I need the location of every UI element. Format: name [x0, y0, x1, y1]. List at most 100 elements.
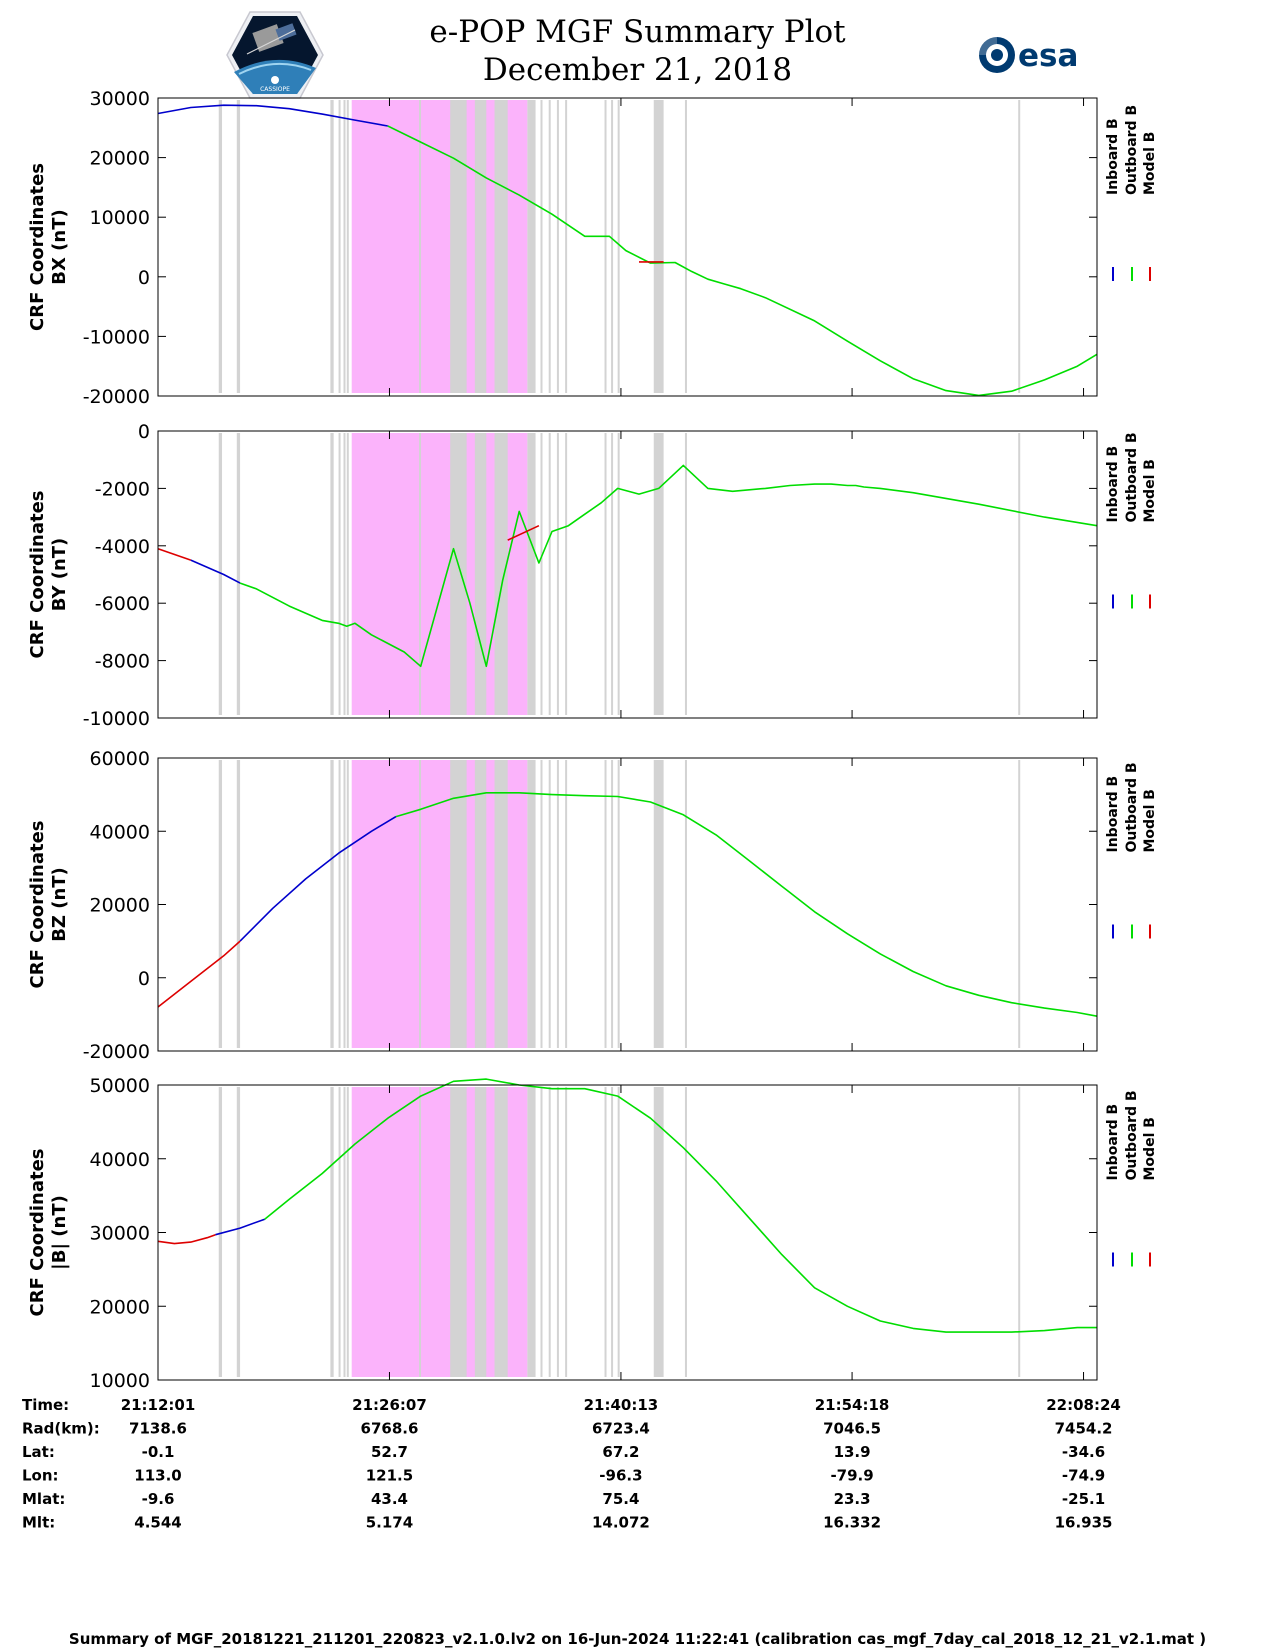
- gray-region: [419, 100, 422, 393]
- y-axis-label-line: CRF Coordinates: [27, 491, 48, 659]
- gray-region: [338, 433, 341, 715]
- ephemeris-value: -34.6: [1062, 1443, 1105, 1461]
- gray-region: [236, 433, 241, 715]
- ephemeris-row-label: Rad(km):: [22, 1420, 100, 1438]
- ephemeris-value: 21:26:07: [352, 1396, 427, 1414]
- y-tick-label: 20000: [90, 148, 150, 170]
- series-line-model-b: [157, 940, 241, 1008]
- series-line-model-b: [157, 547, 192, 561]
- legend-label: Inboard B: [1105, 446, 1121, 523]
- ephemeris-value: 75.4: [602, 1490, 639, 1508]
- gray-region: [338, 760, 341, 1048]
- gray-region: [540, 760, 543, 1048]
- gray-region: [450, 100, 467, 393]
- gray-region: [684, 100, 687, 393]
- series-line-model-b: [157, 1233, 216, 1245]
- plot-frame: [157, 97, 1098, 397]
- legend-label: Outboard B: [1124, 432, 1140, 522]
- legend: Inboard B Outboard B Model B: [1105, 105, 1158, 281]
- ephemeris-row-label: Mlat:: [22, 1490, 65, 1508]
- y-axis-label: CRF CoordinatesBY (nT): [27, 491, 70, 659]
- legend-label: Inboard B: [1105, 1104, 1121, 1181]
- gray-region: [330, 760, 334, 1048]
- gray-region: [450, 433, 467, 715]
- gray-region: [419, 760, 422, 1048]
- chart-panel-2: 0 -2000 -4000 -6000 -8000 -10000 CRF Coordinat…: [27, 421, 1158, 730]
- esa-logo: esa: [979, 37, 1078, 74]
- gray-region: [556, 100, 559, 393]
- gray-region: [611, 1087, 614, 1377]
- gray-region: [494, 100, 508, 393]
- gray-region: [617, 100, 620, 393]
- gray-region: [527, 760, 536, 1048]
- series-line-outboard-b: [239, 464, 1098, 668]
- gray-region: [218, 760, 223, 1048]
- chart-panel-1: 30000 20000 10000 0 -10000 -20000 CRF Coordina…: [27, 88, 1158, 408]
- ephemeris-value: -96.3: [599, 1467, 642, 1485]
- gray-region: [338, 100, 341, 393]
- gray-region: [684, 433, 687, 715]
- gray-region: [617, 1087, 620, 1377]
- epop-logo-text: CASSIOPE: [260, 86, 290, 93]
- ephemeris-value: 5.174: [366, 1514, 413, 1532]
- gray-region: [1018, 760, 1021, 1048]
- y-tick-label: 20000: [90, 895, 150, 917]
- y-axis-label-line: CRF Coordinates: [27, 163, 48, 331]
- gray-region: [565, 433, 568, 715]
- gray-region: [653, 100, 664, 393]
- gray-region: [1018, 100, 1021, 393]
- y-axis-label: CRF CoordinatesBZ (nT): [27, 821, 70, 989]
- legend-label: Model B: [1142, 1117, 1158, 1180]
- gray-region: [343, 1087, 346, 1377]
- gray-region: [474, 100, 487, 393]
- ephemeris-row-label: Time:: [22, 1396, 69, 1414]
- ephemeris-value: 21:40:13: [584, 1396, 659, 1414]
- gray-region: [527, 1087, 536, 1377]
- ephemeris-value: 7454.2: [1055, 1420, 1113, 1438]
- y-tick-label: 30000: [90, 88, 150, 110]
- y-tick-label: -6000: [95, 593, 150, 615]
- gray-region: [338, 1087, 341, 1377]
- ephemeris-value: 21:54:18: [815, 1396, 890, 1414]
- legend-label: Outboard B: [1124, 762, 1140, 852]
- ephemeris-value: 113.0: [134, 1467, 181, 1485]
- gray-region: [236, 1087, 241, 1377]
- ephemeris-value: 22:08:24: [1046, 1396, 1121, 1414]
- gray-region: [1018, 1087, 1021, 1377]
- y-tick-label: 0: [138, 267, 150, 289]
- series-line-outboard-b: [264, 1078, 1097, 1333]
- series-line-inboard-b: [239, 815, 397, 942]
- legend: Inboard B Outboard B Model B: [1105, 762, 1158, 939]
- footer-caption: Summary of MGF_20181221_211201_220823_v2…: [68, 1630, 1207, 1648]
- gray-region: [494, 760, 508, 1048]
- ephemeris-value: 52.7: [371, 1443, 408, 1461]
- plot-frame: [157, 757, 1098, 1052]
- chart-panel-3: 60000 40000 20000 0 -20000 CRF CoordinatesBZ …: [27, 748, 1158, 1063]
- gray-region: [330, 433, 334, 715]
- gray-region: [419, 1087, 422, 1377]
- plot-frame: [157, 430, 1098, 719]
- chart-panel-4: 50000 40000 30000 20000 10000 CRF Coordinates…: [27, 1075, 1158, 1392]
- legend-label: Model B: [1142, 132, 1158, 195]
- gray-region: [611, 433, 614, 715]
- y-tick-label: -2000: [95, 478, 150, 500]
- gray-region: [450, 1087, 467, 1377]
- gray-region: [617, 433, 620, 715]
- ephemeris-value: 23.3: [834, 1490, 871, 1508]
- series-line-model-b: [507, 524, 540, 541]
- gray-region: [565, 760, 568, 1048]
- gray-region: [540, 1087, 543, 1377]
- gray-region: [346, 100, 349, 393]
- gray-region: [611, 760, 614, 1048]
- gray-region: [556, 433, 559, 715]
- plot-frame: [157, 1084, 1098, 1381]
- y-tick-label: -20000: [83, 1041, 150, 1063]
- gray-region: [617, 760, 620, 1048]
- y-tick-label: 30000: [90, 1223, 150, 1245]
- y-axis-label-line: BY (nT): [49, 538, 70, 612]
- ephemeris-value: 21:12:01: [121, 1396, 196, 1414]
- earth-highlight: [238, 62, 312, 75]
- gray-region: [236, 100, 241, 393]
